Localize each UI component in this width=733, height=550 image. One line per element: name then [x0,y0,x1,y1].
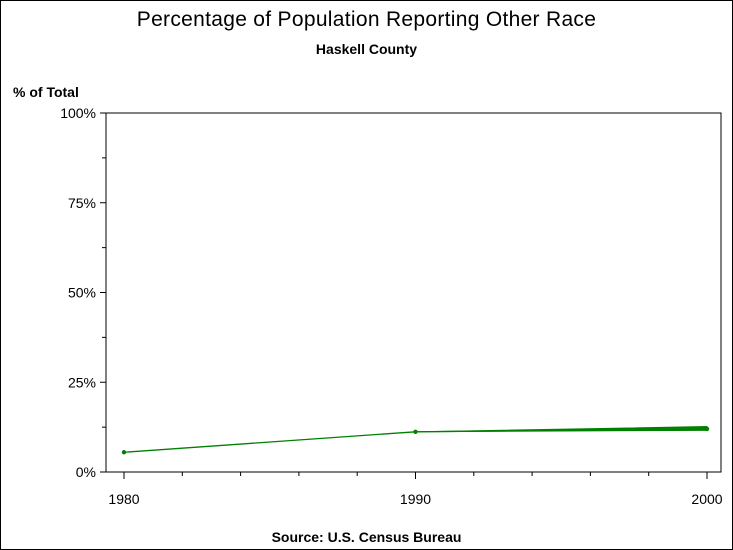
y-tick-label: 50% [68,285,96,301]
source-note: Source: U.S. Census Bureau [271,529,462,545]
y-tick-label: 75% [68,195,96,211]
y-tick-label: 100% [60,105,96,121]
x-tick-label: 1990 [400,491,431,507]
y-tick-label: 0% [76,464,96,480]
data-point [704,426,710,432]
plot-border [105,112,722,473]
x-tick-label: 2000 [691,491,722,507]
data-point [121,450,127,455]
data-point [413,429,418,434]
y-axis-label: % of Total [13,84,79,100]
chart-subtitle: Haskell County [315,41,418,57]
chart-title: Percentage of Population Reporting Other… [136,8,597,31]
series-segment-band [415,426,708,433]
x-tick-label: 1980 [108,491,139,507]
y-tick-label: 25% [68,374,96,390]
